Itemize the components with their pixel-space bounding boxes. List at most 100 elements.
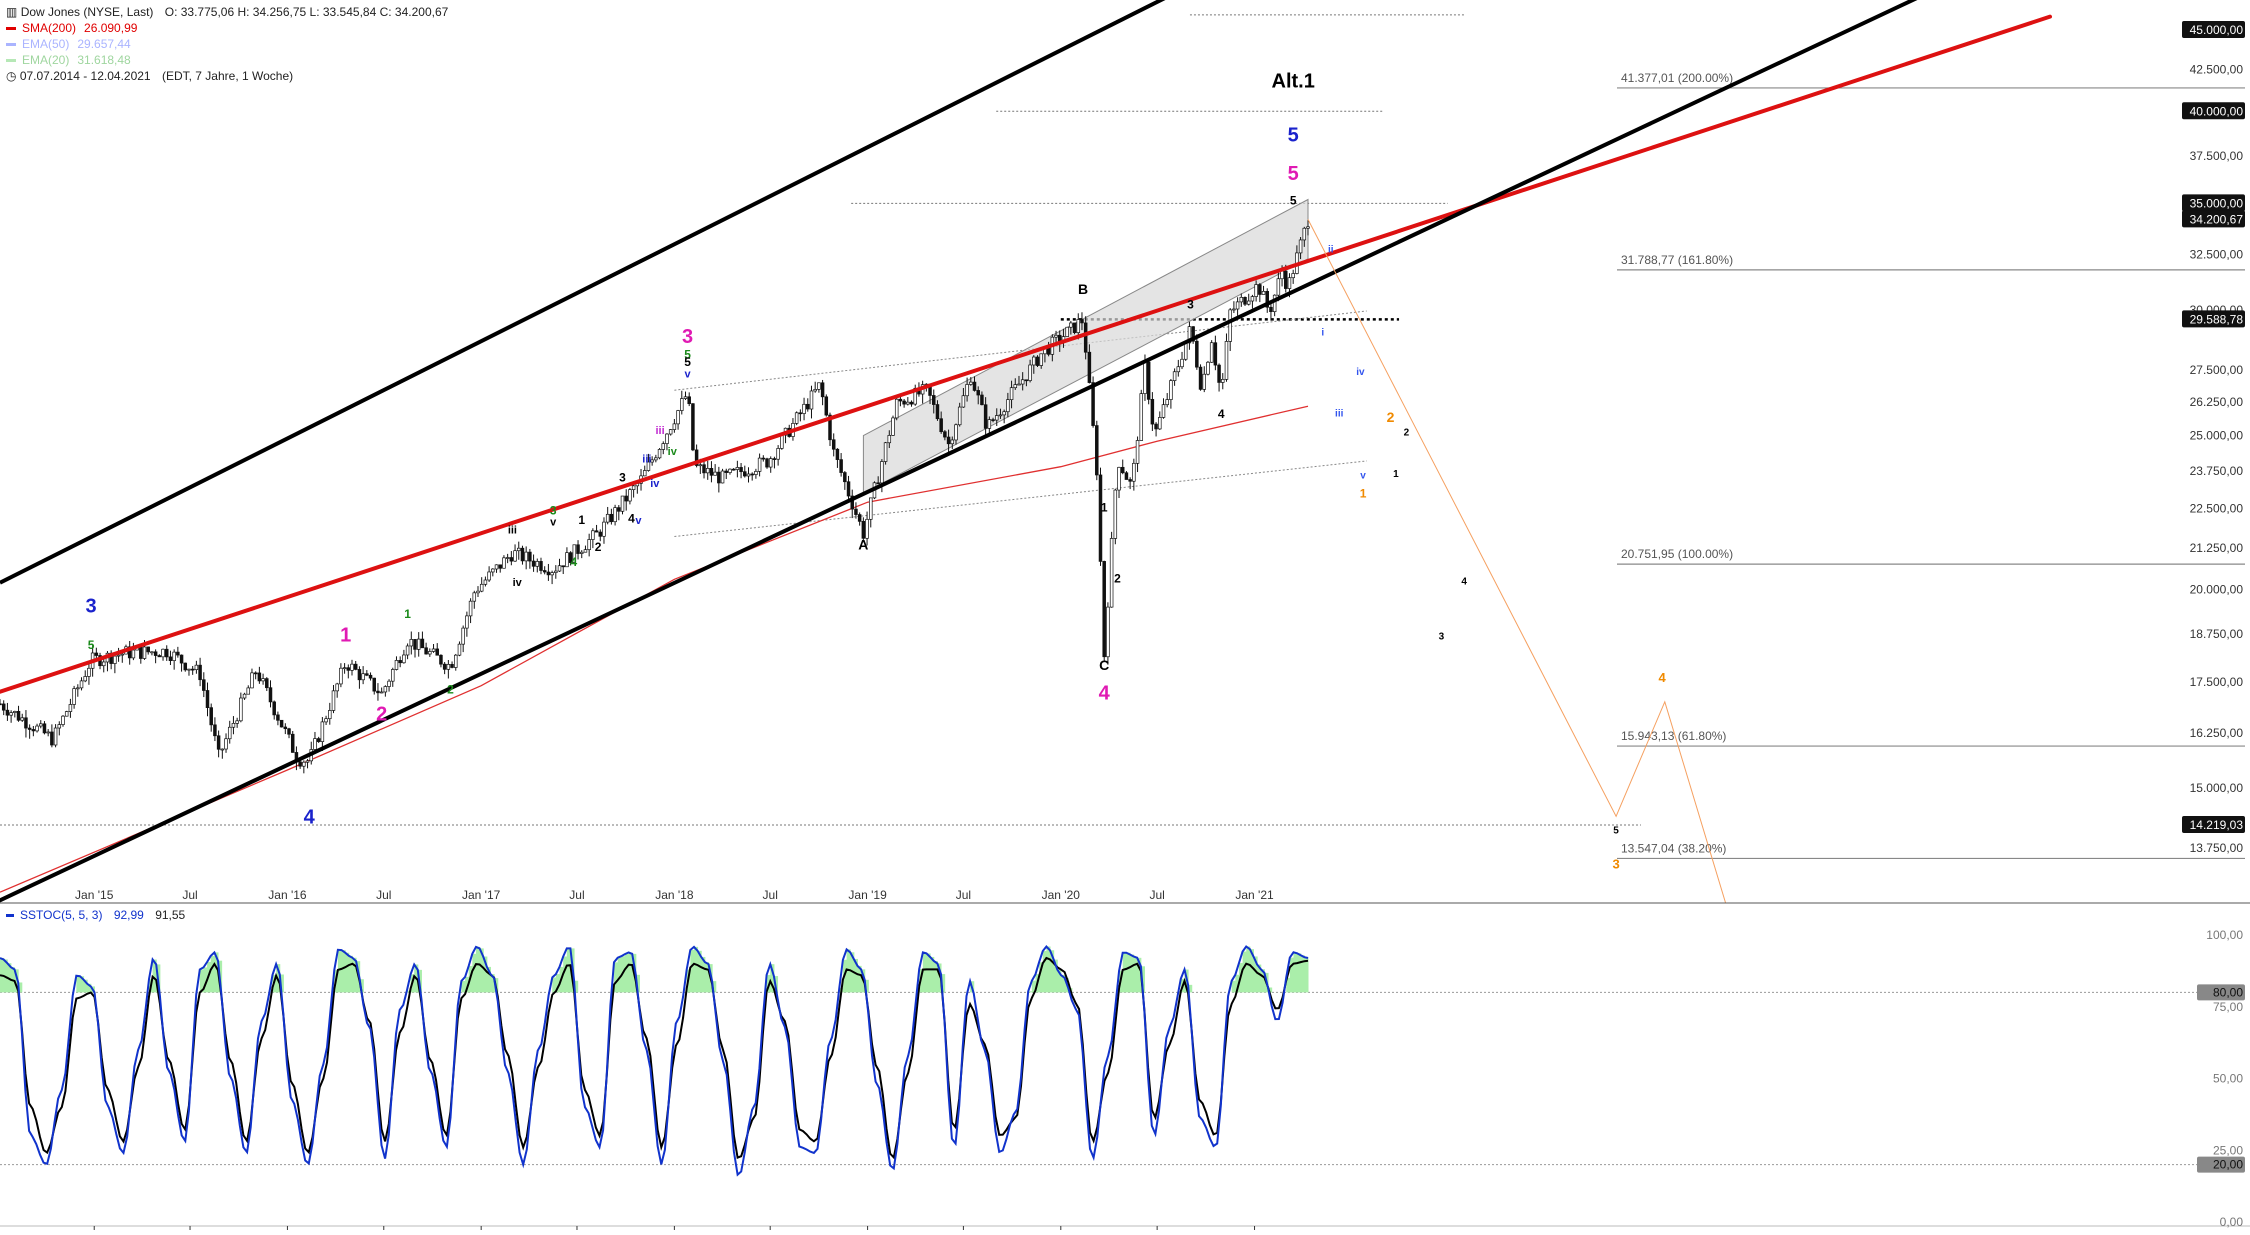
candle-up bbox=[955, 425, 958, 440]
candle-up bbox=[491, 569, 494, 572]
candle-up bbox=[151, 652, 154, 653]
wave-label: iv bbox=[513, 577, 523, 589]
candle-up bbox=[803, 404, 806, 413]
candle-up bbox=[880, 462, 883, 483]
candle-up bbox=[621, 496, 624, 511]
candle-up bbox=[1040, 354, 1043, 366]
legend-range-row: ◷ 07.07.2014 - 12.04.2021 (EDT, 7 Jahre,… bbox=[6, 68, 448, 84]
candle-down bbox=[932, 395, 935, 404]
candle-down bbox=[280, 720, 283, 727]
stoch-overbought-fill bbox=[76, 976, 80, 993]
candle-up bbox=[958, 407, 961, 425]
candle-down bbox=[28, 728, 31, 729]
candle-up bbox=[384, 687, 387, 692]
candle-up bbox=[1221, 379, 1224, 382]
candle-up bbox=[302, 762, 305, 766]
candle-down bbox=[858, 515, 861, 522]
candle-up bbox=[654, 458, 657, 460]
candle-up bbox=[795, 413, 798, 424]
candle-down bbox=[599, 532, 602, 536]
candle-up bbox=[251, 673, 254, 688]
candle-down bbox=[1073, 323, 1076, 333]
candle-up bbox=[1118, 467, 1121, 490]
candle-up bbox=[1203, 374, 1206, 389]
candle-up bbox=[473, 593, 476, 601]
price-tag-label: 45.000,00 bbox=[2190, 23, 2244, 37]
wave-label: 1 bbox=[340, 625, 351, 647]
wave-label: 2 bbox=[1387, 409, 1395, 425]
legend-item-ema50[interactable]: EMA(50)29.657,44 bbox=[6, 36, 448, 52]
sma200-value: 26.090,99 bbox=[84, 21, 137, 35]
wave-label: 4 bbox=[1659, 670, 1667, 685]
candle-down bbox=[299, 762, 302, 766]
candle-down bbox=[202, 680, 205, 691]
candle-down bbox=[1147, 362, 1150, 399]
candle-down bbox=[1244, 297, 1247, 304]
candle-up bbox=[469, 601, 472, 616]
candle-up bbox=[603, 522, 606, 536]
candle-down bbox=[799, 413, 802, 414]
candle-down bbox=[1199, 367, 1202, 389]
legend-title-row: ▥ Dow Jones (NYSE, Last) O: 33.775,06 H:… bbox=[6, 4, 448, 20]
wave-label: v bbox=[550, 516, 557, 528]
candle-up bbox=[488, 572, 491, 580]
candle-up bbox=[1247, 301, 1250, 304]
candle-up bbox=[1207, 362, 1210, 374]
candle-down bbox=[899, 399, 902, 401]
candle-down bbox=[1270, 307, 1273, 311]
candle-up bbox=[10, 713, 13, 716]
wave-label: 5 bbox=[684, 355, 691, 369]
stoch-legend[interactable]: SSTOC(5, 5, 3) 92,99 91,55 bbox=[6, 908, 185, 922]
candle-up bbox=[606, 514, 609, 522]
candle-down bbox=[265, 679, 268, 688]
candle-down bbox=[692, 404, 695, 450]
chart-type-icon[interactable]: ▥ bbox=[6, 5, 17, 19]
legend-item-sma200[interactable]: SMA(200)26.090,99 bbox=[6, 20, 448, 36]
candle-up bbox=[1018, 384, 1021, 385]
candle-up bbox=[780, 435, 783, 448]
candle-up bbox=[629, 490, 632, 501]
legend-item-ema20[interactable]: EMA(20)31.618,48 bbox=[6, 52, 448, 68]
wave-label: 1 bbox=[1393, 469, 1399, 480]
candle-up bbox=[754, 471, 757, 474]
candle-up bbox=[247, 688, 250, 694]
candle-down bbox=[577, 545, 580, 554]
candle-up bbox=[362, 674, 365, 680]
candle-down bbox=[1095, 426, 1098, 475]
candle-up bbox=[517, 548, 520, 550]
candle-down bbox=[214, 725, 217, 736]
candle-up bbox=[769, 459, 772, 467]
candle-down bbox=[17, 711, 20, 720]
wave-label: 3 bbox=[1612, 857, 1619, 872]
candle-down bbox=[825, 397, 828, 415]
candle-down bbox=[184, 663, 187, 670]
candle-down bbox=[1151, 399, 1154, 424]
candle-down bbox=[347, 668, 350, 671]
candle-down bbox=[547, 572, 550, 575]
candle-down bbox=[1129, 480, 1132, 482]
candle-down bbox=[1155, 424, 1158, 429]
candle-up bbox=[1240, 297, 1243, 302]
candle-up bbox=[232, 723, 235, 727]
candle-up bbox=[306, 761, 309, 762]
x-tick-label: Jul bbox=[763, 888, 778, 902]
candle-up bbox=[1055, 335, 1058, 337]
price-y-tick-label: 13.750,00 bbox=[2190, 841, 2244, 855]
candle-down bbox=[25, 718, 28, 728]
candle-up bbox=[454, 655, 457, 667]
candle-down bbox=[688, 397, 691, 404]
wave-label: 4 bbox=[628, 511, 635, 525]
candle-up bbox=[558, 566, 561, 571]
wave-label: 3 bbox=[682, 326, 693, 348]
candle-up bbox=[432, 649, 435, 652]
candle-down bbox=[977, 390, 980, 395]
candle-up bbox=[428, 651, 431, 654]
wave-label: 4 bbox=[1218, 407, 1225, 421]
candle-up bbox=[962, 396, 965, 407]
candle-down bbox=[1195, 341, 1198, 367]
candle-up bbox=[1251, 297, 1254, 301]
candle-down bbox=[443, 664, 446, 669]
wave-label: 5 bbox=[1288, 163, 1299, 185]
candle-up bbox=[410, 639, 413, 646]
candle-up bbox=[888, 435, 891, 442]
